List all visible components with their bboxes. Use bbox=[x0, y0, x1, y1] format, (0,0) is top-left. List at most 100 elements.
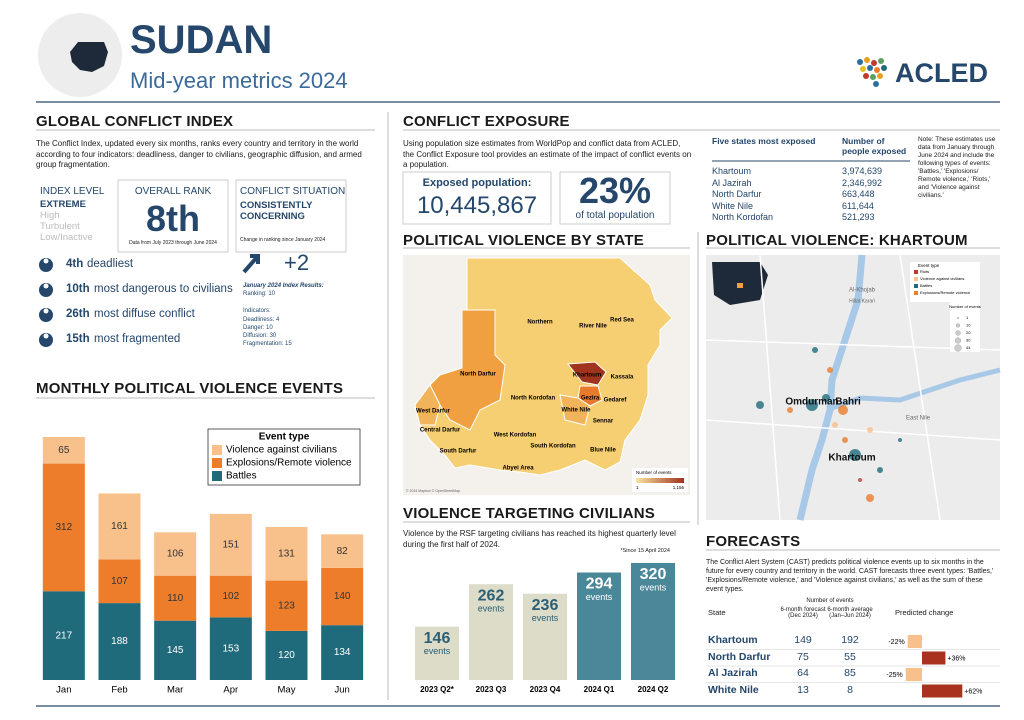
share-value: 23% bbox=[578, 170, 652, 211]
legend-box bbox=[207, 428, 361, 486]
legend-swatch bbox=[914, 291, 918, 295]
bar bbox=[631, 563, 675, 680]
bar-segment bbox=[209, 617, 252, 680]
note: Indicators: bbox=[243, 308, 271, 314]
label: Exposed population: bbox=[422, 177, 532, 189]
map-label: Gedaref bbox=[604, 398, 628, 404]
map-legend-box bbox=[950, 302, 980, 352]
logo-text: ACLED bbox=[895, 58, 988, 88]
bar-segment bbox=[209, 513, 252, 576]
bar-segment bbox=[154, 620, 197, 680]
forecast: 149 bbox=[794, 634, 812, 646]
bar-segment bbox=[321, 534, 364, 568]
people-exposed: 521,293 bbox=[842, 212, 875, 222]
place-label: East Nile bbox=[906, 416, 931, 422]
data-label: 131 bbox=[278, 548, 295, 559]
bar-segment bbox=[98, 603, 141, 680]
legend-swatch bbox=[914, 277, 918, 281]
rank-number: 15th bbox=[66, 333, 90, 345]
map-label: North Darfur bbox=[460, 372, 496, 378]
note: January 2024 Index Results: bbox=[243, 283, 324, 289]
x-tick-label: 2023 Q2* bbox=[420, 685, 455, 694]
rank-box bbox=[117, 179, 229, 253]
data-label: 153 bbox=[222, 643, 239, 654]
data-unit: events bbox=[586, 592, 613, 602]
data-label: 110 bbox=[167, 593, 183, 604]
legend-label: Violence against civilians bbox=[920, 276, 964, 281]
legend-swatch bbox=[212, 458, 222, 468]
forecast: 64 bbox=[797, 667, 809, 679]
description: The Conflict Index, updated every six mo… bbox=[36, 139, 362, 169]
bar-segment bbox=[42, 463, 85, 592]
map-credit: © 2024 Mapbox © OpenStreetMap bbox=[406, 489, 460, 493]
bar-segment bbox=[42, 591, 85, 680]
river-blue-nile bbox=[831, 367, 1001, 411]
state-name: North Darfur bbox=[708, 650, 771, 663]
change-bar bbox=[922, 651, 946, 665]
state-name: North Kordofan bbox=[712, 212, 774, 222]
note: Change in ranking since January 2024 bbox=[240, 237, 326, 243]
index-level: Low/Inactive bbox=[40, 232, 93, 243]
map-label: Red Sea bbox=[610, 318, 634, 324]
data-label: 262 bbox=[478, 587, 505, 604]
place-label: Omdurman bbox=[785, 397, 838, 408]
data-unit: events bbox=[640, 582, 667, 592]
legend-title: Event type bbox=[259, 432, 310, 443]
legend-swatch bbox=[212, 445, 222, 455]
change-label: +36% bbox=[947, 655, 965, 662]
river-nile bbox=[796, 254, 866, 521]
data-label: 161 bbox=[111, 521, 128, 532]
x-tick-label: 2023 Q4 bbox=[530, 685, 561, 694]
table-header: 6-month forecast (Dec 2024) bbox=[780, 607, 826, 619]
table-header: State bbox=[708, 608, 726, 617]
page-title: SUDAN bbox=[130, 18, 273, 62]
rank-icon bbox=[43, 308, 49, 314]
state-name: Al Jazirah bbox=[712, 177, 752, 188]
data-label: 320 bbox=[640, 566, 667, 583]
state-north-darfur bbox=[429, 309, 506, 431]
data-label: 120 bbox=[278, 650, 295, 661]
bar-segment bbox=[265, 580, 308, 631]
size-legend-circle bbox=[955, 330, 961, 336]
legend-swatch bbox=[212, 471, 222, 481]
description: The Conflict Alert System (CAST) predict… bbox=[706, 559, 994, 593]
rank-text: most fragmented bbox=[94, 333, 181, 345]
state-west-darfur bbox=[414, 384, 441, 426]
x-tick-label: Jan bbox=[56, 685, 71, 696]
map-label: Blue Nile bbox=[590, 448, 616, 454]
note: Data from July 2023 through June 2024 bbox=[129, 240, 217, 246]
data-label: 134 bbox=[334, 647, 351, 658]
note: Note: These estimates use data from Janu… bbox=[918, 136, 996, 199]
indicators: Deadliness: 4 Danger: 10 Diffusion: 30 Frag… bbox=[243, 316, 292, 348]
bar-segment bbox=[265, 630, 308, 680]
x-tick-label: Jun bbox=[335, 685, 350, 696]
map-label: Abyei Area bbox=[502, 466, 534, 472]
roads bbox=[705, 254, 1001, 521]
map-label: Gezira bbox=[581, 396, 600, 402]
map-label: Khartoum bbox=[573, 373, 601, 379]
label: OVERALL RANK bbox=[134, 186, 212, 197]
indicator: Diffusion: 30 bbox=[243, 333, 277, 339]
data-label: 236 bbox=[532, 597, 559, 614]
state-khartoum bbox=[567, 361, 607, 386]
legend-max: 1,156 bbox=[673, 485, 685, 490]
index-levels: EXTREME High Turbulent Low/Inactive bbox=[40, 199, 93, 243]
section-title: VIOLENCE TARGETING CIVILIANS bbox=[403, 505, 656, 522]
overall-rank: 8th bbox=[146, 198, 200, 239]
map-label: West Darfur bbox=[416, 409, 451, 415]
size-legend-circle bbox=[954, 344, 962, 352]
x-tick-label: May bbox=[278, 685, 296, 696]
data-label: 65 bbox=[58, 445, 70, 456]
rank-number: 10th bbox=[66, 283, 90, 295]
bar-segment bbox=[321, 625, 364, 680]
data-label: 102 bbox=[222, 591, 239, 602]
data-label: 140 bbox=[334, 591, 351, 602]
size-legend-circle bbox=[956, 316, 960, 320]
label: CONFLICT SITUATION bbox=[240, 186, 346, 197]
index-level: EXTREME bbox=[40, 199, 86, 210]
data-label: 107 bbox=[111, 576, 128, 587]
description: Violence by the RSF targeting civilians … bbox=[403, 529, 676, 549]
x-tick-label: 2024 Q2 bbox=[638, 685, 669, 694]
x-tick-label: Mar bbox=[167, 685, 183, 696]
bar bbox=[469, 584, 513, 680]
